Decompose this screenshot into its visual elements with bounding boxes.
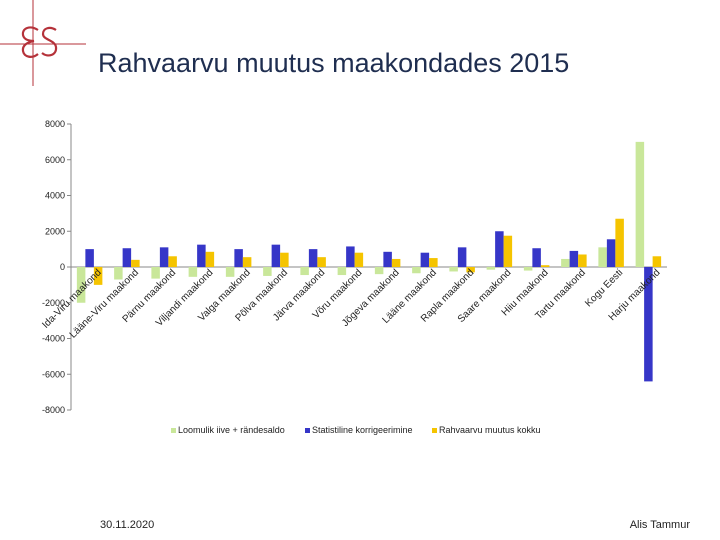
bar-1 <box>374 267 384 275</box>
bar-2 <box>85 249 94 267</box>
bar-3 <box>280 252 289 267</box>
bar-2 <box>569 250 579 267</box>
bar-1 <box>114 267 123 280</box>
bar-3 <box>131 259 140 267</box>
bar-3 <box>503 235 513 267</box>
bar-2 <box>606 239 616 267</box>
bar-2 <box>495 231 504 267</box>
statistics-logo <box>0 0 86 86</box>
bar-3 <box>578 254 587 267</box>
y-tick-label: -4000 <box>42 334 65 344</box>
bar-1 <box>225 267 235 277</box>
bar-1 <box>598 247 607 267</box>
bar-1 <box>412 267 421 274</box>
bar-1 <box>486 267 496 270</box>
y-tick-label: 8000 <box>45 119 65 129</box>
legend-label: Loomulik iive + rändesaldo <box>178 425 285 435</box>
bar-3 <box>205 251 215 267</box>
bar-3 <box>391 258 401 267</box>
y-tick-label: -6000 <box>42 369 65 379</box>
bar-3 <box>466 267 475 273</box>
bar-3 <box>615 218 624 267</box>
bar-3 <box>317 257 326 267</box>
bar-1 <box>523 267 533 271</box>
legend-swatch <box>171 428 176 433</box>
logo-glyph-s <box>41 26 58 57</box>
bar-3 <box>242 257 252 267</box>
bar-1 <box>635 141 645 267</box>
bar-2 <box>122 248 132 267</box>
bar-3 <box>429 258 438 267</box>
bar-3 <box>168 256 177 267</box>
bar-3 <box>652 256 662 267</box>
bar-2 <box>271 244 281 267</box>
bar-1 <box>561 258 570 267</box>
bar-1 <box>151 267 160 279</box>
legend-label: Rahvaarvu muutus kokku <box>439 425 541 435</box>
legend-swatch <box>432 428 437 433</box>
legend-label: Statistiline korrigeerimine <box>312 425 413 435</box>
bar-2 <box>644 267 653 382</box>
bar-1 <box>263 267 272 276</box>
bar-2 <box>159 247 169 267</box>
bar-1 <box>76 267 86 303</box>
y-tick-label: 4000 <box>45 191 65 201</box>
y-tick-label: 2000 <box>45 226 65 236</box>
bar-2 <box>457 247 467 267</box>
bar-2 <box>197 244 206 267</box>
bar-1 <box>449 267 458 272</box>
bar-3 <box>354 252 364 267</box>
logo-glyph-e <box>21 26 39 58</box>
bar-3 <box>93 267 103 285</box>
population-change-chart: -8000-6000-4000-200002000400060008000Ida… <box>40 119 667 435</box>
bar-3 <box>540 265 550 267</box>
footer-author: Alis Tammur <box>629 519 690 531</box>
bar-2 <box>532 248 541 267</box>
bar-1 <box>300 267 309 276</box>
page-title: Rahvaarvu muutus maakondades 2015 <box>98 48 570 78</box>
bar-1 <box>337 267 347 276</box>
y-tick-label: -2000 <box>42 298 65 308</box>
y-tick-label: 0 <box>60 262 65 272</box>
footer-date: 30.11.2020 <box>100 519 155 531</box>
bar-2 <box>346 246 355 267</box>
y-tick-label: -8000 <box>42 405 65 415</box>
bar-2 <box>420 252 430 267</box>
y-tick-label: 6000 <box>45 155 65 165</box>
bar-2 <box>383 251 392 267</box>
bar-2 <box>234 249 243 267</box>
legend-swatch <box>305 428 310 433</box>
bar-1 <box>188 267 198 277</box>
bar-2 <box>308 249 318 267</box>
